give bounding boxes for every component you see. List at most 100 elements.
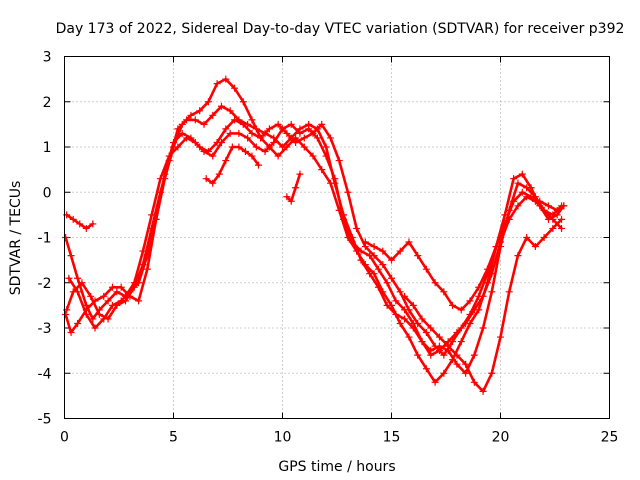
data-point-marker — [427, 347, 435, 355]
data-point-marker — [326, 134, 334, 142]
data-point-marker — [209, 179, 217, 187]
data-point-marker — [213, 138, 221, 146]
data-point-marker — [335, 206, 343, 214]
data-point-marker — [231, 84, 239, 92]
data-point-marker — [405, 306, 413, 314]
data-point-marker — [178, 120, 186, 128]
data-point-marker — [422, 365, 430, 373]
data-point-marker — [544, 215, 552, 223]
data-point-marker — [444, 342, 452, 350]
data-point-marker — [222, 75, 230, 83]
data-point-marker — [135, 297, 143, 305]
data-point-marker — [518, 170, 526, 178]
data-point-marker — [497, 333, 504, 341]
data-series-group — [62, 75, 568, 395]
data-point-marker — [270, 134, 278, 142]
data-point-marker — [462, 369, 470, 377]
data-point-marker — [457, 338, 465, 346]
data-point-marker — [113, 288, 121, 296]
data-point-marker — [449, 356, 457, 364]
y-axis-label: SDTVAR / TECUs — [8, 181, 24, 296]
plot-frame — [64, 56, 610, 419]
data-point-marker — [401, 315, 409, 323]
x-tick-label: 20 — [492, 430, 510, 446]
data-point-marker — [553, 206, 561, 214]
data-point-marker — [76, 220, 84, 228]
data-point-marker — [558, 224, 566, 232]
data-point-marker — [492, 243, 500, 251]
data-point-marker — [370, 270, 378, 278]
data-point-marker — [560, 202, 568, 210]
data-point-marker — [370, 243, 378, 251]
data-point-marker — [370, 252, 378, 260]
data-point-marker — [427, 324, 435, 332]
data-point-marker — [204, 98, 212, 106]
data-point-marker — [457, 324, 465, 332]
data-point-marker — [209, 111, 217, 119]
data-point-marker — [217, 102, 225, 110]
data-point-marker — [257, 134, 265, 142]
data-point-marker — [475, 306, 483, 314]
data-point-marker — [379, 288, 387, 296]
data-point-marker — [283, 193, 291, 201]
data-point-marker — [108, 301, 116, 309]
x-tick-label: 0 — [60, 430, 69, 446]
data-point-marker — [322, 143, 330, 151]
data-point-marker — [74, 274, 82, 282]
data-point-marker — [388, 274, 395, 282]
data-point-marker — [91, 297, 99, 305]
data-point-marker — [226, 129, 234, 137]
data-point-marker — [187, 134, 195, 142]
data-point-marker — [353, 247, 361, 255]
data-point-marker — [514, 179, 522, 187]
series-s3 — [62, 75, 568, 386]
data-point-marker — [475, 283, 483, 291]
data-point-marker — [241, 148, 249, 156]
data-point-marker — [108, 283, 116, 291]
y-tick-label: 2 — [43, 95, 52, 111]
data-point-marker — [405, 333, 413, 341]
data-point-marker — [226, 107, 234, 115]
data-point-marker — [414, 252, 422, 260]
data-point-marker — [440, 369, 448, 377]
data-point-marker — [462, 360, 470, 368]
data-point-marker — [178, 129, 186, 137]
data-point-marker — [87, 292, 95, 300]
data-point-marker — [252, 143, 260, 151]
data-point-marker — [374, 265, 382, 273]
y-tick-label: -2 — [38, 276, 52, 292]
data-point-marker — [283, 129, 291, 137]
data-point-marker — [248, 152, 256, 160]
data-point-marker — [488, 288, 496, 296]
data-point-marker — [422, 329, 430, 337]
data-point-marker — [466, 319, 474, 327]
series-line — [285, 172, 302, 203]
data-point-marker — [418, 315, 426, 323]
data-point-marker — [74, 288, 82, 296]
data-point-marker — [117, 283, 125, 291]
data-point-marker — [475, 292, 483, 300]
data-point-marker — [510, 197, 518, 205]
data-point-marker — [431, 378, 439, 386]
data-point-marker — [74, 319, 82, 327]
data-point-marker — [292, 184, 300, 192]
x-axis-label: GPS time / hours — [278, 459, 395, 475]
series-s7 — [283, 170, 304, 205]
series-s5 — [63, 211, 97, 232]
series-line — [65, 105, 563, 375]
data-point-marker — [287, 120, 295, 128]
data-point-marker — [248, 116, 256, 124]
series-line — [403, 218, 563, 393]
data-point-marker — [248, 129, 256, 137]
data-point-marker — [170, 138, 177, 146]
x-tick-label: 25 — [601, 430, 619, 446]
data-point-marker — [204, 148, 212, 156]
data-point-marker — [505, 288, 513, 296]
data-point-marker — [449, 301, 457, 309]
data-point-marker — [488, 369, 496, 377]
data-point-marker — [326, 179, 334, 187]
data-point-marker — [222, 157, 230, 165]
data-point-marker — [396, 247, 404, 255]
